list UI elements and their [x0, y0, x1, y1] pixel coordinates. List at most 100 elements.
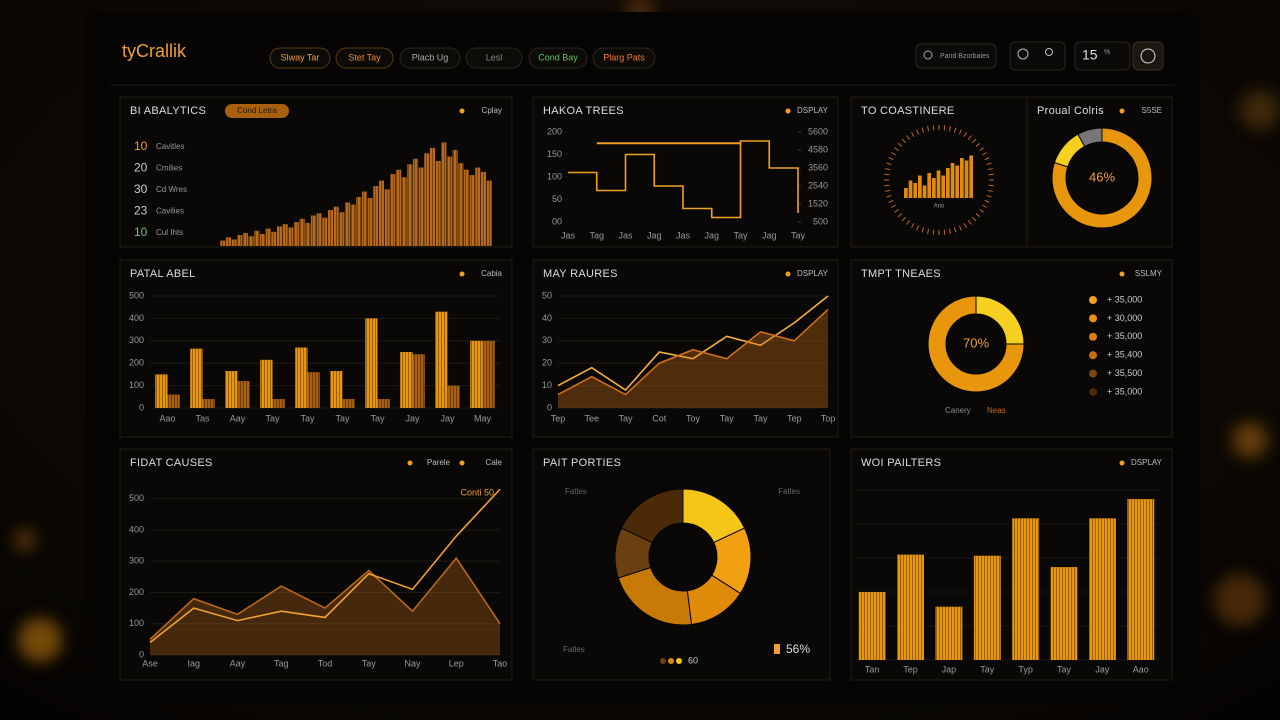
legend-dot — [1089, 351, 1097, 360]
bar-texture — [482, 340, 495, 408]
bar-texture — [242, 232, 249, 246]
bar-texture — [390, 174, 396, 246]
bar-texture — [412, 158, 419, 246]
line — [149, 488, 501, 644]
legend-dot — [1089, 388, 1097, 396]
bar-texture — [310, 215, 317, 246]
x-tick-label: Tep — [903, 664, 918, 674]
legend-value: + 35,000 — [1107, 331, 1142, 341]
panel-title: Proual Colris — [1037, 105, 1104, 117]
gauge-tick — [967, 135, 972, 140]
bar-texture — [1050, 567, 1078, 660]
gauge-tick — [972, 138, 977, 144]
nav-button[interactable] — [528, 47, 588, 69]
y-tick-label: 20 — [542, 358, 552, 368]
gauge-tick — [988, 173, 994, 176]
counter-box — [1074, 41, 1131, 71]
bar-texture — [378, 180, 385, 246]
bar-texture — [858, 592, 886, 660]
x-tick-label: Jay — [405, 413, 420, 423]
user-button[interactable] — [1045, 48, 1053, 56]
y-tick-label: 400 — [129, 313, 144, 323]
bar-texture — [377, 399, 390, 408]
x-tick-label: Tay — [370, 413, 385, 423]
bar-texture — [395, 169, 402, 246]
list-value: 30 — [134, 182, 148, 196]
search-button[interactable] — [1017, 48, 1029, 60]
logo: tyCrallik — [122, 41, 187, 61]
nav-label: Plarg Pats — [603, 52, 645, 62]
badge-dot — [407, 460, 413, 466]
line — [557, 295, 829, 392]
y-tick-label: 30 — [542, 335, 552, 345]
nav-button[interactable] — [465, 47, 523, 69]
bar-texture — [167, 394, 180, 408]
bar — [941, 175, 946, 198]
legend-dot — [1089, 332, 1097, 341]
bar-texture — [225, 237, 232, 246]
x-tick-label: Tay — [335, 413, 350, 423]
bar-texture — [330, 371, 343, 408]
x-tick-label: Nay — [404, 658, 421, 668]
tag-label: Cond Letra — [237, 106, 277, 115]
bar — [960, 158, 964, 198]
gauge-tick — [901, 216, 906, 222]
y-tick-label: 50 — [542, 290, 552, 300]
y-tick-label: 100 — [129, 380, 144, 390]
y-tick-label: 400 — [129, 524, 144, 534]
bar — [922, 185, 927, 198]
bar-texture — [361, 191, 368, 246]
gauge-tick — [975, 213, 981, 218]
legend-value: + 35,400 — [1107, 350, 1142, 360]
nav-button[interactable] — [399, 47, 461, 69]
gauge-tick — [886, 194, 892, 198]
x-tick-label: Jas — [618, 230, 633, 240]
counter-unit: % — [1104, 49, 1110, 56]
x-tick-label: Jag — [762, 230, 777, 240]
x-tick-label: Tay — [720, 413, 735, 423]
y-tick-label: 0 — [139, 402, 144, 412]
x-tick-label: Tay — [753, 413, 768, 423]
x-tick-label: Tay — [733, 230, 748, 240]
bar — [964, 160, 969, 198]
gauge-tick — [975, 142, 981, 147]
list-value: 10 — [134, 139, 148, 153]
bar-texture — [1089, 518, 1116, 660]
donut-segment — [927, 295, 1025, 393]
bar — [932, 178, 936, 198]
panel-title: BI ABALYTICS — [130, 105, 206, 117]
value-label: 56% — [786, 642, 810, 656]
nav-button[interactable] — [269, 47, 331, 69]
settings-button[interactable] — [1132, 41, 1164, 71]
x-tick-label: Jap — [942, 664, 957, 674]
gauge-tick — [984, 199, 990, 203]
gauge-tick — [911, 132, 915, 137]
gauge-tick — [979, 208, 984, 213]
gauge-tick — [982, 204, 987, 208]
nav-button[interactable] — [592, 47, 656, 69]
bar-texture — [469, 175, 475, 246]
gauge-tick — [953, 227, 957, 233]
nav-button[interactable] — [335, 47, 394, 69]
x-tick-label: Tan — [865, 664, 880, 674]
donut-segment — [620, 488, 684, 544]
y-tick-label: 00 — [552, 216, 562, 226]
x-tick-label: Cot — [652, 413, 667, 423]
x-tick-label: Jas — [561, 230, 576, 240]
badge-dot — [1119, 460, 1125, 466]
gauge-tick — [943, 125, 946, 131]
y2-tick-label: 2540 — [808, 180, 828, 190]
badge: S5SE — [1142, 106, 1162, 115]
search-icon — [923, 50, 933, 60]
badge: Cplay — [482, 106, 502, 115]
nav-label: Lesl — [486, 52, 503, 62]
gauge-tick — [927, 228, 930, 234]
gauge-tick — [948, 228, 951, 234]
bar-texture — [441, 142, 447, 246]
x-tick-label: Lep — [449, 658, 464, 668]
y-tick-label: 500 — [129, 493, 144, 503]
bar-texture — [365, 318, 378, 408]
bar-texture — [367, 198, 373, 246]
search-box[interactable] — [915, 43, 997, 69]
